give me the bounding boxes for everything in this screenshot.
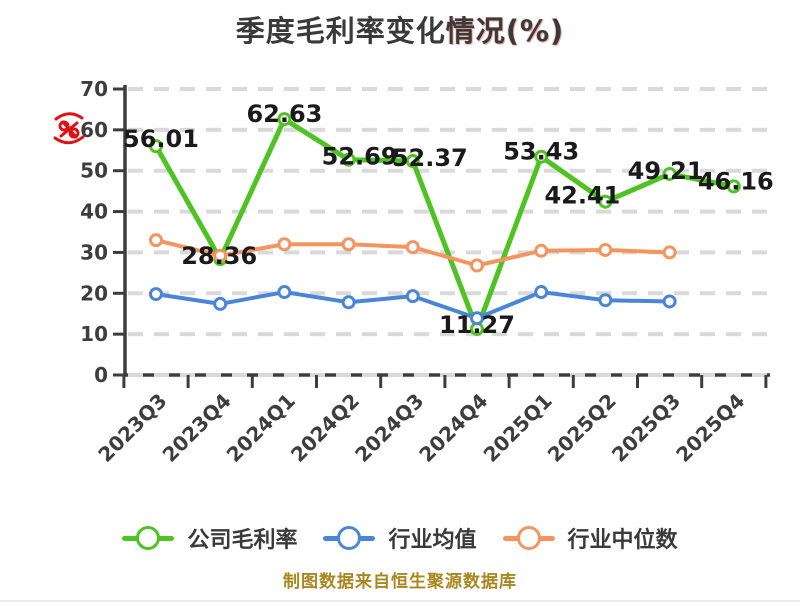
data-point-marker xyxy=(534,149,549,164)
data-point-label: 62.63 xyxy=(246,100,322,128)
data-point-marker xyxy=(277,112,292,127)
data-point-marker xyxy=(341,152,356,167)
y-tick-label: 30 xyxy=(80,240,108,264)
chart-legend: 公司毛利率 行业均值 行业中位数 xyxy=(0,520,800,556)
y-tick-label: 20 xyxy=(80,281,108,305)
x-tick-label: 2025Q3 xyxy=(607,389,685,467)
data-point-label: 49.21 xyxy=(628,157,704,185)
data-point-marker xyxy=(598,293,613,308)
x-tick-label: 2023Q3 xyxy=(93,389,171,467)
legend-item-industry-average: 行业均值 xyxy=(323,522,477,554)
data-point-marker xyxy=(598,194,613,209)
legend-marker-icon xyxy=(323,525,376,551)
line-chart-canvas: 0102030405060702023Q32023Q42024Q12024Q22… xyxy=(80,77,774,467)
legend-marker-icon xyxy=(122,525,175,551)
data-point-marker xyxy=(213,248,228,263)
legend-label: 公司毛利率 xyxy=(187,528,298,553)
data-point-marker xyxy=(405,154,420,169)
x-tick-label: 2025Q4 xyxy=(671,389,749,467)
data-point-marker xyxy=(726,179,741,194)
x-tick-label: 2025Q2 xyxy=(543,389,621,467)
data-point-marker xyxy=(662,166,677,181)
data-point-label: 46.16 xyxy=(698,167,774,195)
data-point-marker xyxy=(470,258,484,273)
x-tick-label: 2024Q1 xyxy=(222,389,300,467)
y-tick-label: 0 xyxy=(94,363,108,387)
chart-title-highlight: 情况(%) xyxy=(445,14,565,48)
data-point-marker xyxy=(213,296,228,311)
data-point-marker xyxy=(405,240,420,255)
x-tick-label: 2025Q1 xyxy=(479,389,557,467)
data-point-marker xyxy=(534,285,549,300)
legend-circle-swatch xyxy=(337,526,362,550)
data-point-marker xyxy=(277,285,292,300)
data-point-label: 53.43 xyxy=(503,138,579,166)
data-point-marker xyxy=(598,242,613,257)
data-point-label: 52.69 xyxy=(322,143,398,171)
y-tick-label: 40 xyxy=(80,200,108,224)
data-point-label: 11.27 xyxy=(439,311,515,339)
x-tick-label: 2024Q4 xyxy=(414,389,492,467)
data-point-marker xyxy=(470,311,484,326)
data-point-marker xyxy=(149,287,163,302)
data-point-label: 28.36 xyxy=(181,242,257,270)
y-tick-label: 10 xyxy=(80,322,108,346)
data-point-marker xyxy=(277,237,292,252)
chart-title-main: 季度毛利率变化 xyxy=(235,14,446,48)
x-tick-label: 2023Q4 xyxy=(158,389,236,467)
data-point-label: 56.01 xyxy=(123,125,199,153)
legend-label: 行业中位数 xyxy=(567,528,678,553)
data-point-marker xyxy=(534,243,549,258)
data-point-marker xyxy=(341,295,356,310)
x-tick-label: 2024Q2 xyxy=(286,389,364,467)
y-tick-label: 50 xyxy=(80,159,108,183)
data-source-note: 制图数据来自恒生聚源数据库 xyxy=(283,572,517,592)
data-point-marker xyxy=(341,237,356,252)
data-point-marker xyxy=(405,289,420,304)
y-tick-label: 70 xyxy=(80,77,108,101)
legend-item-industry-median: 行业中位数 xyxy=(502,522,678,554)
data-point-marker xyxy=(149,139,163,154)
data-point-marker xyxy=(662,294,677,309)
legend-item-company-gross-margin: 公司毛利率 xyxy=(122,522,297,554)
legend-label: 行业均值 xyxy=(388,528,477,553)
chart-title: 季度毛利率变化情况(%) xyxy=(0,8,800,50)
data-point-label: 52.37 xyxy=(392,144,468,172)
x-tick-label: 2024Q3 xyxy=(350,389,428,467)
data-point-label: 42.41 xyxy=(544,182,620,210)
series-line-0 xyxy=(153,116,737,332)
legend-circle-swatch xyxy=(136,526,161,550)
data-point-marker xyxy=(662,245,677,260)
red-watermark-icon xyxy=(53,112,85,145)
data-point-marker xyxy=(149,233,163,248)
legend-marker-icon xyxy=(502,525,555,551)
legend-circle-swatch xyxy=(516,526,541,550)
y-tick-label: 60 xyxy=(80,118,108,142)
